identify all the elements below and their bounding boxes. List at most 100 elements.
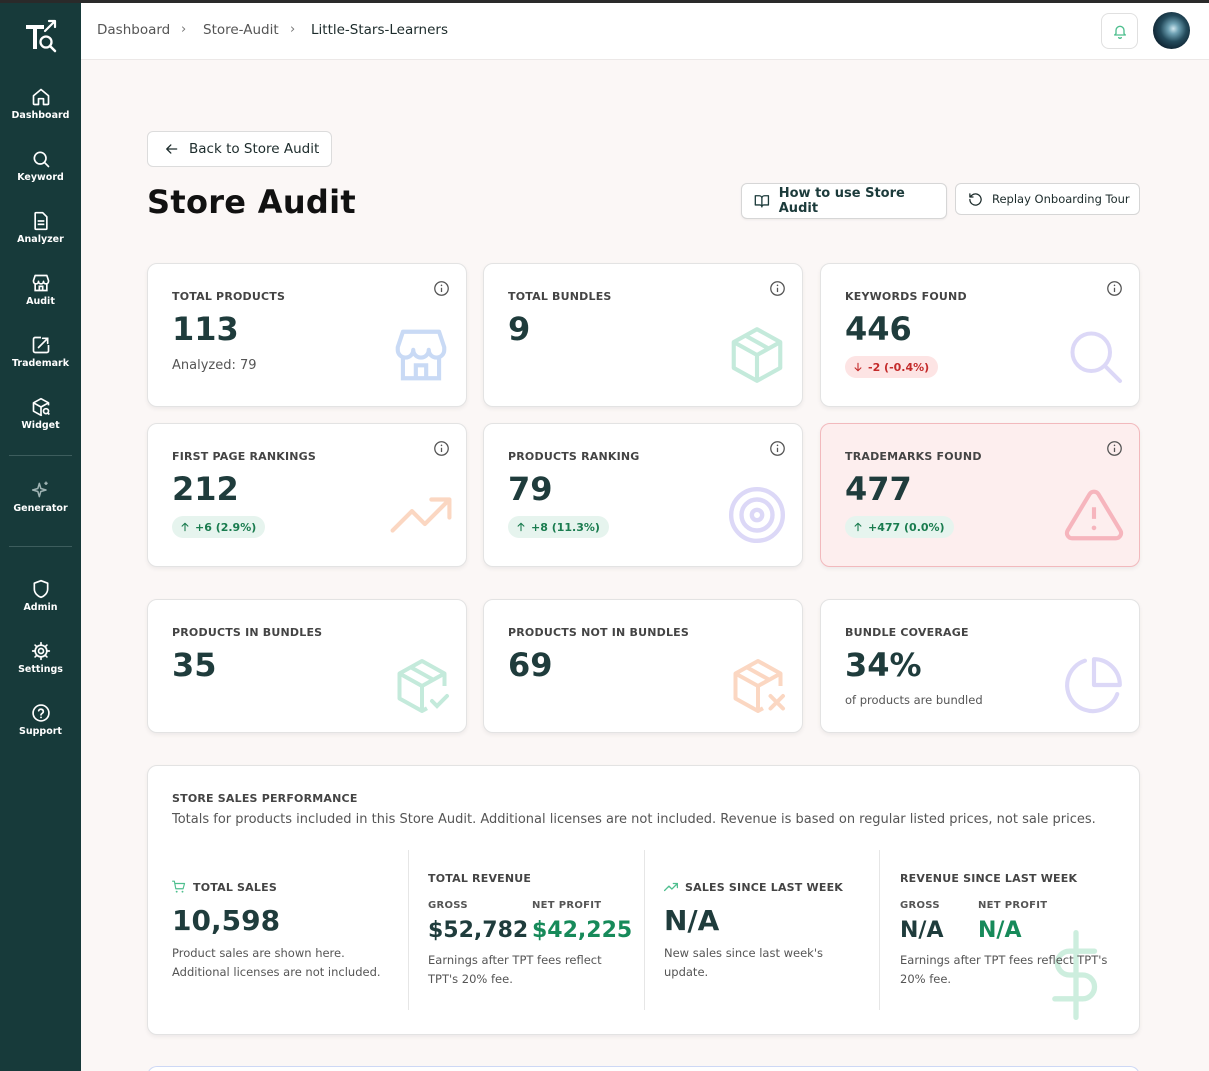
sidebar-item-keyword[interactable]: Keyword [0, 149, 81, 183]
note-line: Earnings after TPT fees reflect [428, 953, 602, 967]
total-revenue-note: Earnings after TPT fees reflect TPT's 20… [428, 951, 602, 989]
gross-label: GROSS [428, 900, 468, 911]
arrow-left-icon [166, 144, 178, 154]
replay-onboarding-button[interactable]: Replay Onboarding Tour [955, 183, 1140, 215]
sidebar-item-label: Widget [21, 420, 60, 431]
store-icon [395, 329, 447, 381]
rotate-ccw-icon [969, 192, 982, 206]
card-value: 477 [845, 470, 912, 508]
card-products-ranking: PRODUCTS RANKING 79 +8 (11.3%) [483, 423, 803, 567]
back-to-store-audit-button[interactable]: Back to Store Audit [147, 131, 332, 167]
top-border [0, 0, 1209, 3]
note-line: update. [664, 965, 709, 979]
change-badge: +8 (11.3%) [508, 516, 609, 538]
breadcrumb-store-audit[interactable]: Store-Audit [203, 22, 279, 38]
sidebar: Dashboard Keyword Analyzer Audit Tradema… [0, 3, 81, 1071]
card-products-in-bundles: PRODUCTS IN BUNDLES 35 [147, 599, 467, 733]
info-icon[interactable] [1106, 440, 1123, 457]
sidebar-item-dashboard[interactable]: Dashboard [0, 87, 81, 121]
trending-up-icon [390, 497, 452, 533]
sidebar-item-label: Generator [13, 503, 68, 514]
app-logo[interactable] [22, 17, 62, 57]
info-icon[interactable] [433, 440, 450, 457]
net-since-value: N/A [978, 918, 1022, 943]
info-icon[interactable] [1106, 280, 1123, 297]
help-circle-icon [31, 704, 50, 722]
card-value: 34% [845, 646, 922, 684]
arrow-down-icon [854, 362, 862, 372]
sidebar-item-label: Trademark [11, 358, 70, 369]
column-divider [879, 850, 880, 1010]
change-badge: +477 (0.0%) [845, 516, 954, 538]
card-first-page-rankings: FIRST PAGE RANKINGS 212 +6 (2.9%) [147, 423, 467, 567]
total-sales-note: Product sales are shown here. Additional… [172, 944, 381, 982]
sidebar-item-trademark[interactable]: Trademark [0, 335, 81, 369]
change-badge: -2 (-0.4%) [845, 356, 939, 378]
sales-since-label: SALES SINCE LAST WEEK [664, 880, 843, 894]
gross-label: GROSS [900, 900, 940, 911]
card-label: FIRST PAGE RANKINGS [172, 450, 317, 463]
section-title: STORE SALES PERFORMANCE [172, 792, 358, 805]
search-icon [1070, 331, 1122, 383]
card-trademarks-found: TRADEMARKS FOUND 477 +477 (0.0%) [820, 423, 1140, 567]
card-value: 446 [845, 310, 912, 348]
card-products-not-in-bundles: PRODUCTS NOT IN BUNDLES 69 [483, 599, 803, 733]
sidebar-item-widget[interactable]: Widget [0, 397, 81, 431]
section-description: Totals for products included in this Sto… [172, 812, 1096, 827]
note-line: Earnings after TPT fees reflect TPT's [900, 953, 1108, 967]
back-button-label: Back to Store Audit [189, 141, 320, 157]
column-divider [644, 850, 645, 1010]
breadcrumb-dashboard[interactable]: Dashboard [97, 22, 171, 38]
pie-chart-icon [1065, 657, 1122, 714]
card-value: 79 [508, 470, 553, 508]
sidebar-item-settings[interactable]: Settings [0, 641, 81, 675]
how-to-use-label: How to use Store Audit [778, 186, 905, 216]
column-divider [408, 850, 409, 1010]
replay-onboarding-label: Replay Onboarding Tour [992, 192, 1130, 206]
change-value: +6 (2.9%) [195, 520, 257, 534]
notifications-button[interactable] [1101, 13, 1138, 49]
info-icon[interactable] [769, 280, 786, 297]
breadcrumb-current: Little-Stars-Learners [311, 22, 448, 38]
card-value: 35 [172, 646, 217, 684]
sales-since-value: N/A [664, 904, 720, 937]
how-to-use-button[interactable]: How to use Store Audit [741, 183, 947, 219]
bell-icon [1113, 25, 1126, 39]
arrow-up-icon [517, 522, 525, 532]
card-subtext: of products are bundled [845, 693, 983, 707]
arrow-up-icon [181, 522, 189, 532]
sidebar-item-generator[interactable]: Generator [0, 480, 81, 514]
info-icon[interactable] [433, 280, 450, 297]
card-label: TOTAL PRODUCTS [172, 290, 286, 303]
card-label: PRODUCTS RANKING [508, 450, 640, 463]
card-subtext: Analyzed: 79 [172, 358, 257, 373]
change-value: -2 (-0.4%) [868, 360, 930, 374]
card-keywords-found: KEYWORDS FOUND 446 -2 (-0.4%) [820, 263, 1140, 407]
box-check-icon [397, 659, 449, 713]
note-line: Product sales are shown here. [172, 946, 345, 960]
sidebar-item-admin[interactable]: Admin [0, 579, 81, 613]
sidebar-item-audit[interactable]: Audit [0, 273, 81, 307]
chevron-right-icon: › [290, 22, 296, 37]
store-icon [32, 274, 49, 292]
card-label: KEYWORDS FOUND [845, 290, 967, 303]
sidebar-item-label: Settings [18, 664, 63, 675]
sidebar-item-analyzer[interactable]: Analyzer [0, 211, 81, 245]
shopping-cart-icon [172, 880, 186, 893]
note-line: 20% fee. [900, 972, 952, 986]
user-avatar[interactable] [1153, 12, 1190, 49]
card-bundle-coverage: BUNDLE COVERAGE 34% of products are bund… [820, 599, 1140, 733]
sales-since-note: New sales since last week's update. [664, 944, 823, 982]
box-icon [731, 327, 783, 383]
change-badge: +6 (2.9%) [172, 516, 266, 538]
note-line: New sales since last week's [664, 946, 823, 960]
total-sales-value: 10,598 [172, 904, 281, 937]
sidebar-item-support[interactable]: Support [0, 703, 81, 737]
card-label: TOTAL BUNDLES [508, 290, 612, 303]
sidebar-divider [9, 455, 72, 456]
total-sales-label-text: TOTAL SALES [193, 880, 277, 894]
info-icon[interactable] [769, 440, 786, 457]
sidebar-divider [9, 546, 72, 547]
net-profit-value: $42,225 [532, 918, 633, 943]
change-value: +8 (11.3%) [531, 520, 600, 534]
